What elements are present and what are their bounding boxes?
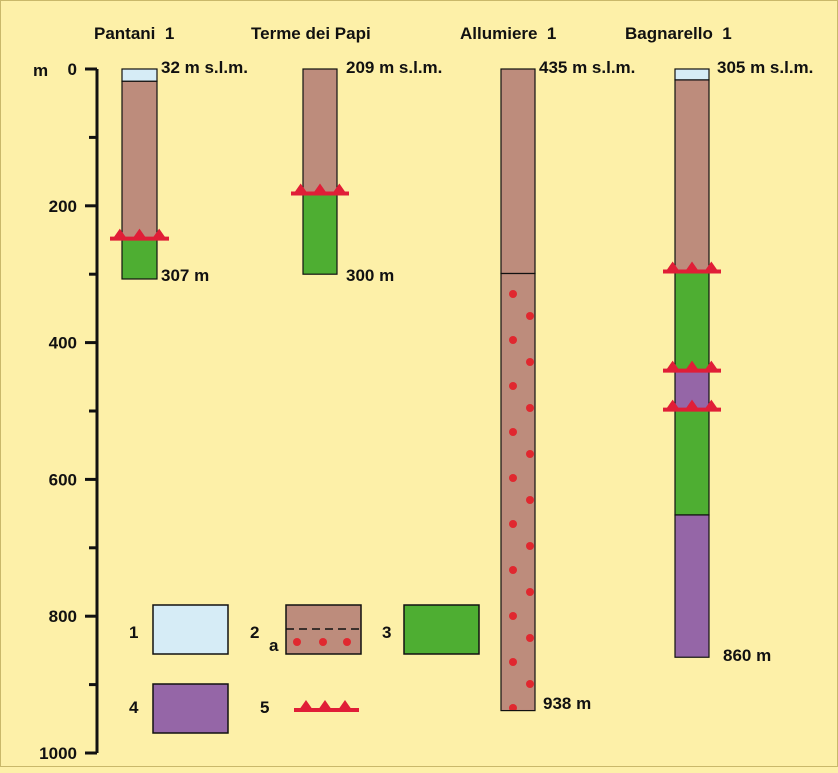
legend-item-5: 5	[260, 698, 359, 717]
td-terme: 300 m	[346, 266, 394, 285]
well-headers: Pantani 1 Terme dei Papi Allumiere 1 Bag…	[94, 24, 732, 43]
layer-unit-2a	[500, 272, 536, 712]
axis-tick-label: 600	[49, 470, 77, 489]
layer-unit-2	[500, 68, 536, 275]
well-name-pantani: Pantani 1	[94, 24, 174, 43]
layer-unit-2	[121, 80, 158, 240]
legend-swatch-2	[285, 604, 362, 655]
axis-tick-label: 400	[49, 334, 77, 353]
legend-item-1: 1	[129, 604, 229, 655]
td-bagnarello: 860 m	[723, 646, 771, 665]
legend-number-1: 1	[129, 623, 138, 642]
thrust-symbol	[291, 183, 349, 196]
thrust-symbol	[663, 261, 721, 274]
td-allumiere: 938 m	[543, 694, 591, 713]
axis-unit: m	[33, 61, 48, 80]
legend-swatch-4	[152, 683, 229, 734]
layer-unit-3	[302, 192, 338, 275]
well-name-bagnarello: Bagnarello 1	[625, 24, 732, 43]
layer-unit-3	[674, 270, 710, 372]
well-column	[500, 68, 536, 712]
legend-swatch-3	[403, 604, 480, 655]
legend-item-4: 4	[129, 683, 229, 734]
legend-dot	[319, 638, 327, 646]
well-column	[110, 68, 169, 280]
well-columns	[110, 68, 721, 712]
layer-unit-1	[674, 68, 710, 81]
legend-item-2: 2 a	[250, 604, 362, 655]
well-column	[663, 68, 721, 658]
layer-unit-2	[302, 68, 338, 195]
elevation-labels: 32 m s.l.m. 209 m s.l.m. 435 m s.l.m. 30…	[161, 58, 813, 77]
td-labels: 307 m 300 m 938 m 860 m	[161, 266, 771, 713]
legend: 1 2 a 3 4 5	[129, 604, 480, 734]
legend-sub-a: a	[269, 636, 279, 655]
legend-dot	[293, 638, 301, 646]
legend-number-5: 5	[260, 698, 269, 717]
layer-unit-2	[674, 79, 710, 273]
thrust-symbol	[663, 399, 721, 412]
thrust-symbol	[663, 360, 721, 373]
axis-tick-label: 0	[68, 60, 77, 79]
elevation-pantani: 32 m s.l.m.	[161, 58, 248, 77]
legend-number-3: 3	[382, 623, 391, 642]
thrust-symbol	[110, 228, 169, 241]
layer-unit-3	[121, 238, 158, 280]
elevation-bagnarello: 305 m s.l.m.	[717, 58, 813, 77]
axis-tick-label: 800	[49, 607, 77, 626]
legend-swatch-1	[152, 604, 229, 655]
legend-number-4: 4	[129, 698, 139, 717]
legend-item-3: 3	[382, 604, 480, 655]
depth-axis: m 0 200 400 600 800 1000	[33, 60, 99, 763]
well-column	[291, 68, 349, 275]
layer-unit-4	[674, 514, 710, 658]
td-pantani: 307 m	[161, 266, 209, 285]
axis-tick-label: 200	[49, 197, 77, 216]
elevation-terme: 209 m s.l.m.	[346, 58, 442, 77]
legend-dot	[343, 638, 351, 646]
layer-unit-1	[121, 68, 158, 82]
axis-tick-label: 1000	[39, 744, 77, 763]
legend-number-2: 2	[250, 623, 259, 642]
elevation-allumiere: 435 m s.l.m.	[539, 58, 635, 77]
well-name-terme: Terme dei Papi	[251, 24, 371, 43]
legend-thrust-symbol	[294, 700, 359, 712]
well-name-allumiere: Allumiere 1	[460, 24, 556, 43]
layer-unit-3	[674, 409, 710, 516]
